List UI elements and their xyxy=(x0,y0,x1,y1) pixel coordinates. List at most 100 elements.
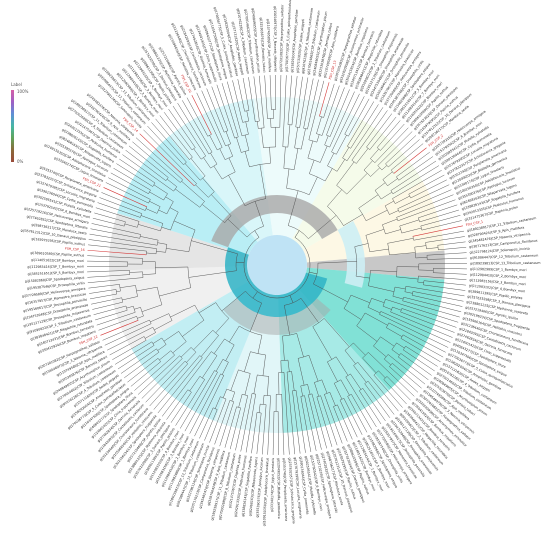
branch-edge-153-1 xyxy=(119,285,136,288)
branch-edge-202-0 xyxy=(244,151,250,167)
branch-arc-184 xyxy=(165,177,169,181)
branch-edge-131-1 xyxy=(153,355,200,410)
branch-edge-10-0 xyxy=(308,80,325,140)
branch-edge-26-0 xyxy=(376,120,401,148)
branch-edge-92-1 xyxy=(282,336,285,361)
branch-edge-114-1 xyxy=(240,393,253,452)
branch-edge-32-0 xyxy=(390,143,424,171)
tree-branches xyxy=(87,75,467,455)
branch-arc-143 xyxy=(152,327,156,333)
branch-edge-197-0 xyxy=(219,148,226,160)
branch-edge-93-0 xyxy=(308,355,319,382)
branch-edge-75-0 xyxy=(400,353,432,376)
branch-edge-85-1 xyxy=(364,383,391,418)
branch-edge-0-1 xyxy=(308,215,337,239)
branch-edge-1-0 xyxy=(286,168,290,189)
branch-edge-115-1 xyxy=(230,369,239,391)
branch-edge-12-1 xyxy=(323,83,335,118)
leaf-label: gi|110749589|CSP_Apis_mellifera xyxy=(266,19,272,73)
branch-edge-81-1 xyxy=(362,357,377,374)
branch-edge-182-0 xyxy=(175,188,200,208)
branch-edge-79-0 xyxy=(324,318,350,347)
branch-edge-174-1 xyxy=(149,201,161,207)
branch-edge-14-1 xyxy=(329,89,350,137)
branch-edge-94-1 xyxy=(314,382,319,397)
branch-edge-177-0 xyxy=(149,191,164,201)
branch-edge-91-0 xyxy=(343,398,363,435)
branch-edge-109-1 xyxy=(244,351,251,372)
branch-edge-71-0 xyxy=(402,334,444,358)
branch-edge-146-1 xyxy=(191,240,238,255)
branch-edge-163-1 xyxy=(157,242,167,245)
branch-edge-102-0 xyxy=(291,371,295,391)
leaf-label: gi|112984410|CSP_2_Bombyx_mori xyxy=(470,272,527,279)
branch-edge-171-0 xyxy=(92,217,125,227)
legend-max-label: 100% xyxy=(17,89,29,94)
leaf-labels: gi|170036773|CSP_5_Culex_quinquefasciatu… xyxy=(20,0,540,526)
branch-edge-132-1 xyxy=(180,347,192,358)
branch-edge-24-1 xyxy=(370,167,380,177)
leaf-label: gi|170036773|CSP_5_Culex_quinquefasciatu… xyxy=(284,0,292,72)
branch-edge-18-0 xyxy=(342,147,350,158)
branch-edge-66-1 xyxy=(390,311,453,338)
branch-arc-193 xyxy=(210,163,218,169)
branch-edge-7-1 xyxy=(307,79,319,130)
branch-arc-151 xyxy=(133,306,136,313)
branch-edge-131-0 xyxy=(157,357,203,414)
branch-arc-152 xyxy=(125,305,128,311)
branch-edge-147-0 xyxy=(159,287,191,297)
branch-edge-65-1 xyxy=(382,305,392,310)
branch-edge-4-1 xyxy=(291,76,298,125)
branch-edge-135-1 xyxy=(170,304,195,318)
branch-arc-70 xyxy=(386,322,390,328)
branch-edge-110-0 xyxy=(267,376,269,396)
branch-edge-193-0 xyxy=(203,157,211,169)
branch-edge-207-1 xyxy=(242,78,250,111)
branch-arc-99 xyxy=(308,393,313,396)
branch-edge-93-1 xyxy=(297,358,305,386)
leaf-label: gi|195387546|CSP_Drosophila_virilis xyxy=(27,281,86,290)
branch-edge-178-1 xyxy=(113,167,151,191)
highlighted-leaf-label: FSH_CSP_16 xyxy=(65,246,85,252)
branch-edge-107-1 xyxy=(221,291,246,312)
leaf-label: gi|355390376|CSP_Apolygus_lucorum xyxy=(255,457,264,517)
branch-edge-49-0 xyxy=(414,245,427,248)
branch-edge-43-1 xyxy=(397,199,456,221)
branch-edge-122-1 xyxy=(213,338,225,354)
branch-edge-86-0 xyxy=(335,356,349,376)
branch-edge-50-1 xyxy=(426,247,439,250)
branch-edge-51-1 xyxy=(438,247,467,251)
branch-edge-48-1 xyxy=(413,230,464,241)
branch-edge-192-0 xyxy=(213,165,223,180)
branch-edge-196-1 xyxy=(182,100,213,153)
leaf-label: gi|158292004|CSP_Anopheles_gambiae xyxy=(290,9,299,72)
branch-edge-207-0 xyxy=(237,79,245,112)
leaf-label: gi|157679395|CSP_Locusta_migratoria xyxy=(293,457,303,519)
branch-edge-124-1 xyxy=(189,373,221,434)
branch-edge-47-1 xyxy=(389,252,416,256)
root-edge-2 xyxy=(289,295,294,303)
leaf-label: gi|237832357|CSP_Schistocerca_gregaria xyxy=(288,457,296,523)
branch-edge-111-0 xyxy=(267,395,271,455)
leaf-label: gi|389611395|CSP_Papilio_polytes xyxy=(468,289,523,300)
branch-edge-205-0 xyxy=(227,81,243,136)
branch-edge-61-0 xyxy=(412,291,464,302)
branch-edge-33-0 xyxy=(396,151,430,178)
branch-edge-56-0 xyxy=(433,268,467,270)
branch-edge-121-0 xyxy=(204,409,218,441)
branch-edge-71-1 xyxy=(400,338,441,363)
branch-edge-9-0 xyxy=(307,140,314,159)
branch-edge-200-0 xyxy=(201,90,226,147)
branch-edge-171-1 xyxy=(94,212,126,223)
branch-edge-1-1 xyxy=(309,176,318,195)
branch-arc-12 xyxy=(319,115,324,118)
branch-edge-95-0 xyxy=(329,392,336,406)
leaf-label: gi|15082068|CSP_Spodoptera_exigua xyxy=(25,276,85,284)
branch-edge-186-0 xyxy=(195,184,209,198)
branch-arc-131 xyxy=(199,355,203,358)
branch-edge-178-0 xyxy=(110,172,149,194)
branch-edge-96-1 xyxy=(333,406,348,442)
leaf-label: gi|390136044|CSP_Cydia_pomonella xyxy=(299,456,310,514)
branch-edge-89-0 xyxy=(340,379,350,396)
root-edge-5 xyxy=(254,230,260,238)
